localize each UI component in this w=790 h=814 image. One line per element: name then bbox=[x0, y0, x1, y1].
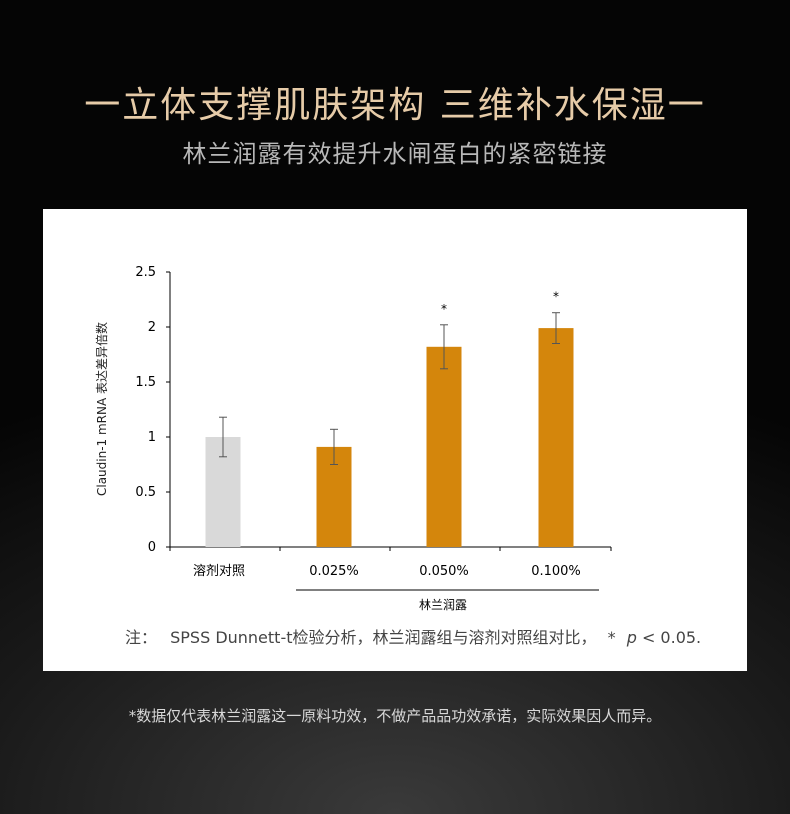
stats-note-p: p bbox=[626, 628, 637, 647]
stats-note-text: SPSS Dunnett-t检验分析，林兰润露组与溶剂对照组对比， bbox=[170, 628, 596, 647]
significance-marker: * bbox=[441, 302, 447, 316]
stats-note: 注： SPSS Dunnett-t检验分析，林兰润露组与溶剂对照组对比， * p… bbox=[125, 628, 701, 647]
group-label: 林兰润露 bbox=[419, 598, 467, 612]
y-tick-label: 1.5 bbox=[135, 375, 156, 390]
page-title: 一立体支撑肌肤架构 三维补水保湿一 bbox=[84, 85, 706, 126]
stats-note-star: * bbox=[608, 628, 616, 647]
bar-4 bbox=[538, 328, 574, 547]
bar-3 bbox=[426, 346, 462, 547]
x-tick-label: 0.100% bbox=[531, 564, 581, 579]
x-tick-label: 溶剂对照 bbox=[193, 564, 245, 579]
y-axis-label: Claudin-1 mRNA 表达差异倍数 bbox=[94, 322, 109, 496]
page-subtitle: 林兰润露有效提升水闸蛋白的紧密链接 bbox=[182, 140, 608, 168]
y-tick-label: 0.5 bbox=[135, 485, 156, 500]
y-tick-label: 2 bbox=[148, 320, 156, 335]
y-tick-label: 2.5 bbox=[135, 265, 156, 280]
stats-note-prefix: 注： bbox=[125, 628, 157, 647]
y-tick-label: 1 bbox=[148, 430, 156, 445]
disclaimer-text: *数据仅代表林兰润露这一原料功效，不做产品品功效承诺，实际效果因人而异。 bbox=[128, 707, 662, 725]
x-tick-label: 0.025% bbox=[309, 564, 359, 579]
stats-note-tail: < 0.05. bbox=[642, 628, 701, 647]
significance-marker: * bbox=[553, 290, 559, 304]
bar-chart: Claudin-1 mRNA 表达差异倍数 林兰润露 注： SPSS Dunne… bbox=[94, 265, 701, 647]
x-tick-label: 0.050% bbox=[419, 564, 469, 579]
chart-panel: Claudin-1 mRNA 表达差异倍数 林兰润露 注： SPSS Dunne… bbox=[43, 209, 747, 671]
y-tick-label: 0 bbox=[148, 540, 156, 555]
